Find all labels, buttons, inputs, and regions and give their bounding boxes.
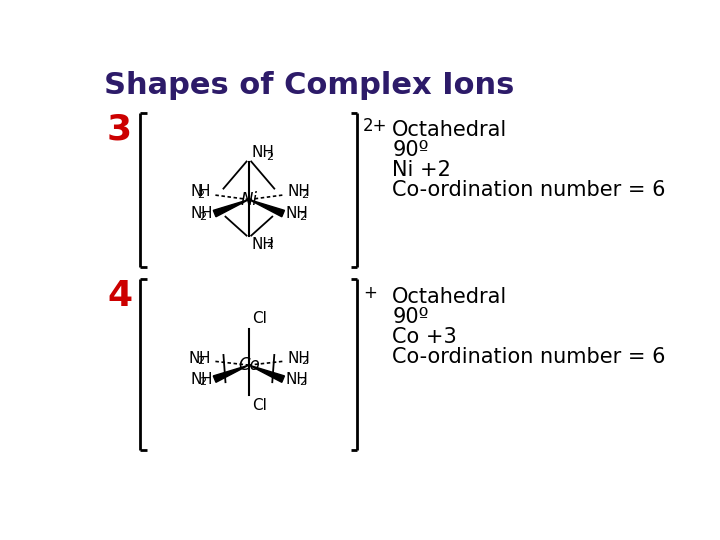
Text: 90º: 90º — [392, 140, 428, 160]
Text: Co-ordination number = 6: Co-ordination number = 6 — [392, 180, 666, 200]
Text: 2: 2 — [199, 212, 206, 221]
Text: 2: 2 — [302, 356, 309, 366]
Text: NH: NH — [287, 184, 310, 199]
Text: 2: 2 — [199, 377, 206, 387]
Text: 3: 3 — [107, 112, 132, 146]
Text: 2: 2 — [300, 212, 307, 221]
Text: Octahedral: Octahedral — [392, 120, 508, 140]
Text: N: N — [190, 184, 202, 199]
Text: 2+: 2+ — [363, 117, 387, 135]
Text: NH: NH — [285, 206, 308, 221]
Text: NH: NH — [252, 237, 275, 252]
Text: 2: 2 — [300, 377, 307, 387]
Text: Co: Co — [238, 356, 260, 374]
Text: Octahedral: Octahedral — [392, 287, 508, 307]
Text: 2: 2 — [266, 152, 273, 161]
Text: N: N — [191, 372, 202, 387]
Text: 2: 2 — [302, 190, 309, 200]
Text: 2: 2 — [197, 356, 204, 366]
Text: H: H — [201, 206, 212, 221]
Polygon shape — [213, 200, 249, 217]
Text: NH: NH — [252, 145, 275, 160]
Text: NH: NH — [287, 350, 310, 366]
Text: Co +3: Co +3 — [392, 327, 457, 347]
Text: Shapes of Complex Ions: Shapes of Complex Ions — [104, 71, 514, 100]
Text: 2: 2 — [266, 239, 273, 248]
Text: 2: 2 — [197, 190, 204, 200]
Text: Co-ordination number = 6: Co-ordination number = 6 — [392, 347, 666, 367]
Text: H: H — [199, 184, 210, 199]
Text: Ni +2: Ni +2 — [392, 160, 451, 180]
Text: Ni: Ni — [240, 191, 257, 208]
Text: Cl: Cl — [252, 311, 267, 326]
Polygon shape — [213, 365, 249, 382]
Text: 4: 4 — [107, 279, 132, 313]
Text: +: + — [363, 284, 377, 302]
Text: NH: NH — [285, 372, 308, 387]
Text: H: H — [199, 350, 210, 366]
Text: H: H — [201, 372, 212, 387]
Text: Cl: Cl — [252, 398, 267, 413]
Text: N: N — [191, 206, 202, 221]
Text: N: N — [189, 350, 200, 366]
Polygon shape — [249, 200, 284, 217]
Polygon shape — [249, 365, 284, 382]
Text: 90º: 90º — [392, 307, 428, 327]
